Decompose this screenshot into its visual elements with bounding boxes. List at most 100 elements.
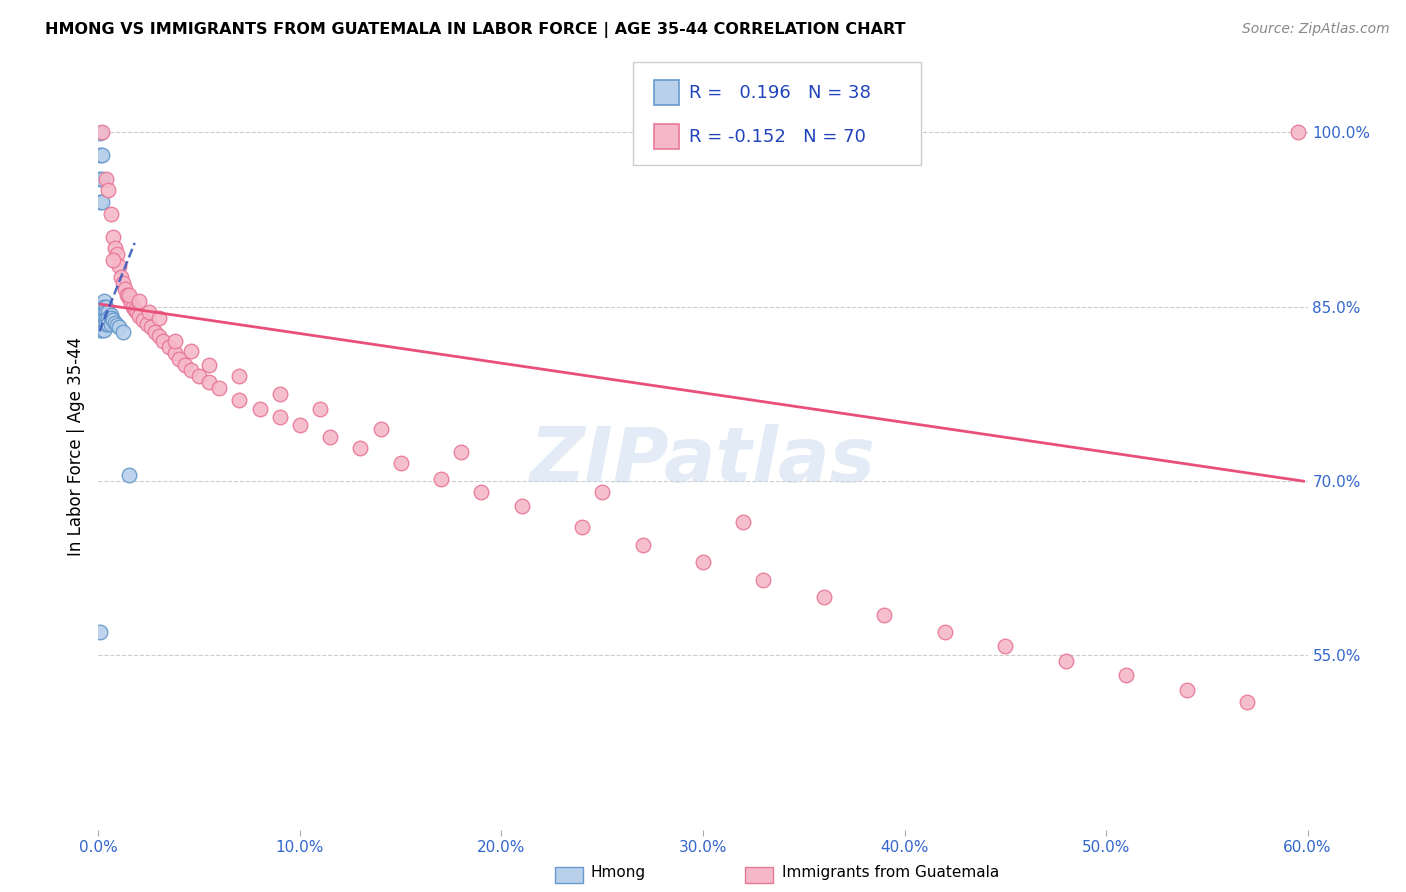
Point — [107, 320, 129, 334]
Point — [101, 313, 124, 327]
Point — [389, 457, 412, 471]
Point — [118, 468, 141, 483]
Point — [510, 500, 533, 514]
Point — [110, 270, 132, 285]
Point — [89, 194, 111, 209]
Point — [101, 229, 124, 244]
Point — [125, 305, 148, 319]
Point — [733, 515, 755, 529]
Point — [148, 328, 170, 343]
Point — [571, 520, 593, 534]
Point — [1175, 683, 1198, 698]
Point — [148, 311, 170, 326]
Point — [135, 317, 157, 331]
Y-axis label: In Labor Force | Age 35-44: In Labor Force | Age 35-44 — [66, 336, 84, 556]
Point — [118, 288, 141, 302]
Text: Source: ZipAtlas.com: Source: ZipAtlas.com — [1241, 22, 1389, 37]
Point — [93, 317, 115, 331]
Point — [105, 247, 128, 261]
Point — [309, 401, 332, 416]
Point — [934, 624, 956, 639]
Point — [93, 311, 115, 326]
Point — [89, 323, 111, 337]
Point — [91, 323, 114, 337]
Point — [208, 381, 231, 395]
Point — [93, 305, 115, 319]
Point — [138, 305, 160, 319]
Point — [91, 300, 114, 314]
Point — [120, 296, 142, 310]
Point — [89, 311, 111, 326]
Point — [180, 363, 202, 377]
Point — [349, 442, 371, 456]
Point — [107, 259, 129, 273]
Point — [163, 346, 186, 360]
Point — [450, 445, 472, 459]
Point — [370, 421, 392, 435]
Point — [89, 317, 111, 331]
Point — [111, 325, 134, 339]
Point — [470, 485, 492, 500]
Point — [118, 292, 141, 306]
Point — [89, 126, 111, 140]
Point — [96, 300, 118, 314]
Point — [89, 300, 111, 314]
Point — [96, 311, 118, 326]
Text: Hmong: Hmong — [591, 865, 645, 880]
Point — [139, 320, 162, 334]
Point — [93, 323, 115, 337]
Point — [91, 311, 114, 326]
Point — [813, 590, 835, 604]
Point — [100, 206, 122, 220]
Point — [180, 343, 202, 358]
Point — [100, 311, 122, 326]
Point — [198, 375, 221, 389]
Point — [873, 607, 896, 622]
Text: HMONG VS IMMIGRANTS FROM GUATEMALA IN LABOR FORCE | AGE 35-44 CORRELATION CHART: HMONG VS IMMIGRANTS FROM GUATEMALA IN LA… — [45, 22, 905, 38]
Point — [114, 282, 136, 296]
Point — [228, 369, 250, 384]
Point — [228, 392, 250, 407]
Point — [1236, 695, 1258, 709]
Point — [89, 171, 111, 186]
Point — [91, 194, 114, 209]
Point — [143, 325, 166, 339]
Text: R =   0.196   N = 38: R = 0.196 N = 38 — [689, 84, 870, 102]
Point — [631, 538, 654, 552]
Point — [249, 401, 271, 416]
Point — [103, 316, 125, 330]
Point — [93, 293, 115, 308]
Point — [115, 288, 138, 302]
Point — [103, 241, 125, 255]
Point — [188, 369, 211, 384]
Point — [288, 418, 311, 433]
Point — [269, 409, 291, 424]
Point — [430, 471, 453, 485]
Text: ZIPatlas: ZIPatlas — [530, 425, 876, 499]
Point — [163, 334, 186, 349]
Point — [124, 303, 146, 318]
Point — [91, 148, 114, 162]
Point — [97, 183, 120, 197]
Point — [96, 305, 118, 319]
Point — [692, 555, 714, 569]
Point — [157, 340, 180, 354]
Point — [96, 317, 118, 331]
Point — [174, 358, 197, 372]
Point — [93, 300, 115, 314]
Point — [994, 639, 1017, 653]
Point — [89, 624, 111, 639]
Point — [591, 485, 613, 500]
Point — [152, 334, 174, 349]
Point — [91, 125, 114, 139]
Text: R = -0.152   N = 70: R = -0.152 N = 70 — [689, 128, 866, 146]
Point — [91, 171, 114, 186]
Point — [97, 305, 120, 319]
Point — [97, 317, 120, 331]
Point — [128, 309, 150, 323]
Point — [132, 313, 155, 327]
Point — [91, 317, 114, 331]
Point — [128, 293, 150, 308]
Point — [198, 358, 221, 372]
Point — [121, 300, 143, 314]
